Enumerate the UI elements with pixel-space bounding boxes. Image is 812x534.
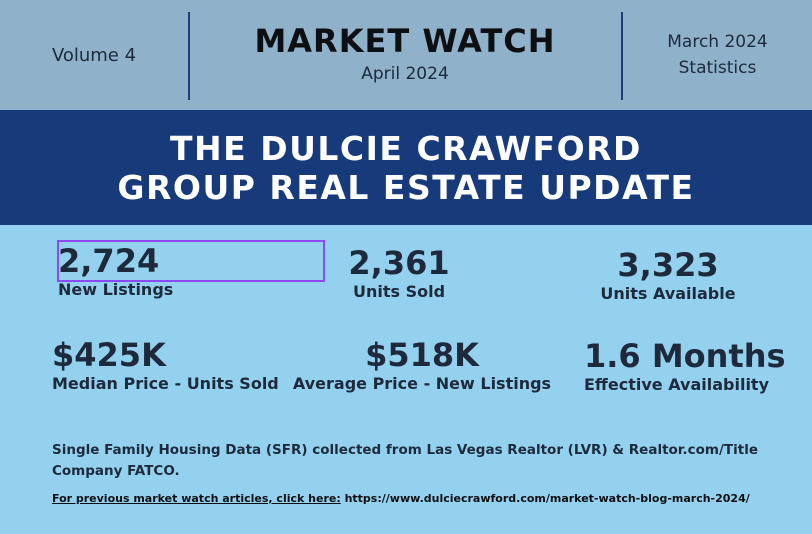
stat-label: Effective Availability	[584, 375, 769, 394]
header-center: MARKET WATCH April 2024	[190, 0, 620, 110]
stat-median-price: $425K Median Price - Units Sold	[52, 336, 279, 394]
previous-articles-link[interactable]: For previous market watch articles, clic…	[52, 492, 341, 505]
period-month: March 2024	[667, 32, 768, 52]
title-banner: THE DULCIE CRAWFORD GROUP REAL ESTATE UP…	[0, 110, 812, 225]
stat-units-sold: 2,361 Units Sold	[332, 244, 466, 302]
header-divider-right	[621, 12, 623, 100]
previous-articles-url[interactable]: https://www.dulciecrawford.com/market-wa…	[344, 492, 750, 505]
stat-label: New Listings	[58, 280, 174, 299]
stat-effective-availability: 1.6 Months Effective Availability	[584, 337, 786, 395]
stat-label: Units Available	[600, 284, 736, 303]
stat-new-listings: 2,724 New Listings	[58, 242, 173, 300]
data-source-note: Single Family Housing Data (SFR) collect…	[52, 442, 759, 479]
header: Volume 4 MARKET WATCH April 2024 March 2…	[0, 0, 812, 110]
stat-label: Median Price - Units Sold	[52, 374, 279, 393]
banner-line-2: GROUP REAL ESTATE UPDATE	[117, 167, 695, 207]
stat-value: $518K	[365, 336, 479, 374]
stat-value: 2,361	[348, 244, 450, 282]
previous-articles-link-line: For previous market watch articles, clic…	[52, 492, 792, 505]
statistics-period: March 2024 Statistics	[623, 0, 812, 110]
stat-average-price: $518K Average Price - New Listings	[290, 336, 554, 394]
selection-highlight-box	[57, 240, 325, 282]
page-title: MARKET WATCH	[254, 22, 556, 60]
stat-value: 2,724	[58, 242, 160, 280]
period-label: Statistics	[678, 58, 757, 78]
stat-label: Average Price - New Listings	[292, 374, 552, 393]
stat-value: 3,323	[617, 246, 719, 284]
stat-units-available: 3,323 Units Available	[578, 246, 758, 304]
issue-date: April 2024	[361, 64, 449, 84]
volume-label: Volume 4	[51, 44, 137, 66]
stat-value: $425K	[52, 336, 166, 374]
banner-line-1: THE DULCIE CRAWFORD	[170, 128, 642, 168]
header-divider-left	[188, 12, 190, 100]
stat-value: 1.6 Months	[584, 337, 786, 375]
stat-label: Units Sold	[352, 282, 446, 301]
